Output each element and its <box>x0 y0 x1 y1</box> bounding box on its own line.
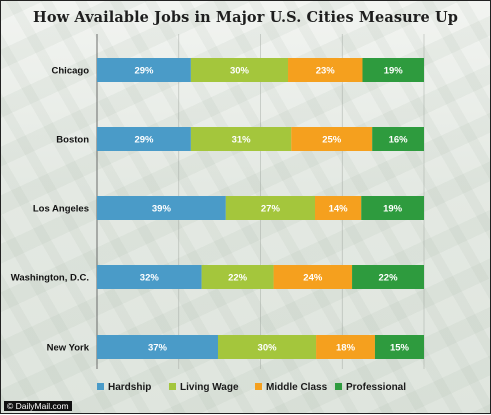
data-label: 39% <box>152 204 172 215</box>
bar-segment <box>97 335 218 359</box>
bar-segment <box>190 58 289 82</box>
legend-swatch <box>169 383 176 390</box>
bar-segment <box>190 127 292 151</box>
data-label: 16% <box>389 135 409 146</box>
data-label: 25% <box>322 135 342 146</box>
data-label: 31% <box>232 135 252 146</box>
category-label: Boston <box>56 135 89 146</box>
data-label: 19% <box>383 204 403 215</box>
data-label: 18% <box>336 343 356 354</box>
bar-segment <box>361 196 424 220</box>
bar-segment <box>273 265 353 289</box>
bar-segment <box>225 196 315 220</box>
bar-segment <box>316 335 375 359</box>
category-label: Washington, D.C. <box>11 273 89 284</box>
data-label: 15% <box>390 343 410 354</box>
data-label: 37% <box>148 343 168 354</box>
legend-swatch <box>97 383 104 390</box>
legend-swatch <box>335 383 342 390</box>
bar-segment <box>291 127 373 151</box>
data-label: 30% <box>258 343 278 354</box>
legend-entry: Living Wage <box>180 382 239 393</box>
data-label: 27% <box>261 204 281 215</box>
bar-segment <box>217 335 317 359</box>
legend-entry: Hardship <box>108 382 151 393</box>
category-label: Los Angeles <box>33 204 89 215</box>
chart-title: How Available Jobs in Major U.S. Cities … <box>33 9 458 26</box>
data-label: 14% <box>329 204 349 215</box>
bar-segment <box>315 196 362 220</box>
data-label: 30% <box>230 66 250 77</box>
bar-segment <box>201 265 274 289</box>
data-label: 22% <box>379 273 399 284</box>
legend-entry: Middle Class <box>266 382 328 393</box>
bar-segment <box>97 196 226 220</box>
data-label: 32% <box>140 273 160 284</box>
bar-segment <box>97 265 202 289</box>
data-label: 29% <box>134 66 154 77</box>
data-label: 24% <box>303 273 323 284</box>
data-label: 19% <box>384 66 404 77</box>
legend-swatch <box>255 383 262 390</box>
category-label: New York <box>47 343 90 354</box>
source-watermark: © DailyMail.com <box>4 401 72 411</box>
bar-segment <box>372 127 424 151</box>
data-label: 23% <box>316 66 336 77</box>
bar-segment <box>374 335 424 359</box>
bar-segment <box>352 265 424 289</box>
bar-segment <box>362 58 424 82</box>
bar-segment <box>97 58 191 82</box>
bar-segment <box>97 127 191 151</box>
bar-segment <box>288 58 363 82</box>
category-label: Chicago <box>52 66 90 77</box>
data-label: 29% <box>134 135 154 146</box>
data-label: 22% <box>228 273 248 284</box>
legend-entry: Professional <box>346 382 406 393</box>
